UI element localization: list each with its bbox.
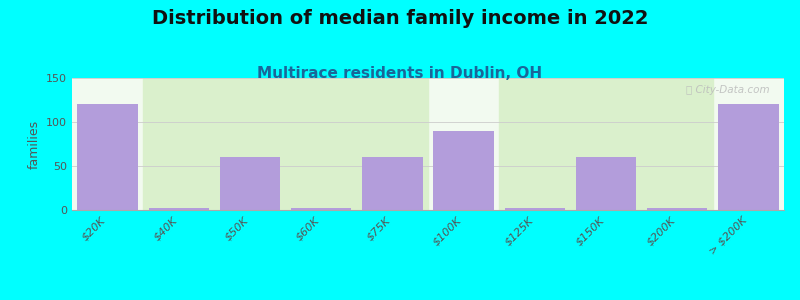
Bar (505, 208, 565, 210)
Text: Distribution of median family income in 2022: Distribution of median family income in … (152, 9, 648, 28)
Bar (718, 104, 778, 210)
Bar (220, 157, 280, 210)
Bar (434, 131, 494, 210)
Bar (149, 208, 209, 210)
Y-axis label: families: families (27, 119, 41, 169)
Text: Multirace residents in Dublin, OH: Multirace residents in Dublin, OH (258, 66, 542, 81)
Bar (291, 208, 351, 210)
Bar (576, 157, 636, 210)
Bar (78, 104, 138, 210)
Bar (362, 157, 422, 210)
Text: ⓘ City-Data.com: ⓘ City-Data.com (686, 85, 770, 94)
Bar (499, 78, 713, 210)
Bar (647, 208, 707, 210)
Bar (143, 78, 428, 210)
